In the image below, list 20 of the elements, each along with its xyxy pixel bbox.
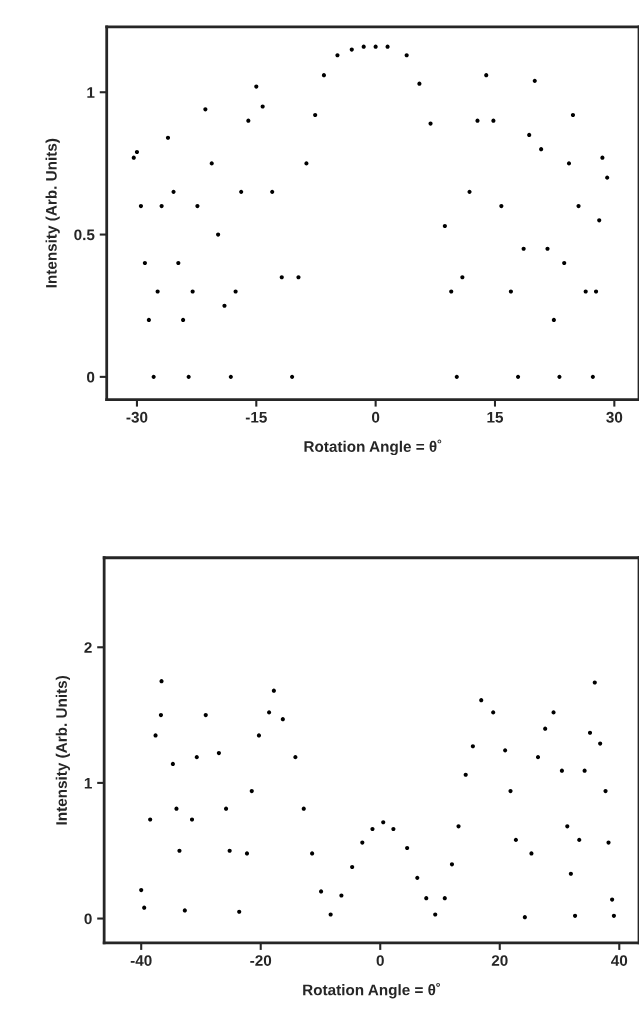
y-tick-label: 0.5 [74,229,95,241]
y-tick-label: 0 [87,371,95,383]
x-axis-title: Rotation Angle = θ˚ [303,982,440,999]
y-tick-label: 1 [87,87,95,98]
x-tick-label: 0 [372,411,380,423]
x-tick-label: 15 [487,412,504,423]
x-tick-label: 30 [606,411,623,423]
x-axis-title: Rotation Angle = θ˚ [304,439,442,456]
x-tick-label: 20 [491,955,508,966]
x-tick-label: -30 [126,411,148,423]
x-tick-label: 40 [611,955,628,966]
x-tick-label: 0 [376,955,384,966]
y-tick-label: 0 [84,913,92,925]
x-tick-label: -20 [250,955,272,966]
x-tick-label: -15 [245,412,267,423]
x-tick-label: -40 [130,955,152,966]
y-tick-label: 1 [84,777,92,789]
y-tick-label: 2 [84,642,92,653]
y-axis-title: Intensity (Arb. Units) [55,675,70,825]
y-axis-title: Intensity (Arb. Units) [45,138,60,288]
